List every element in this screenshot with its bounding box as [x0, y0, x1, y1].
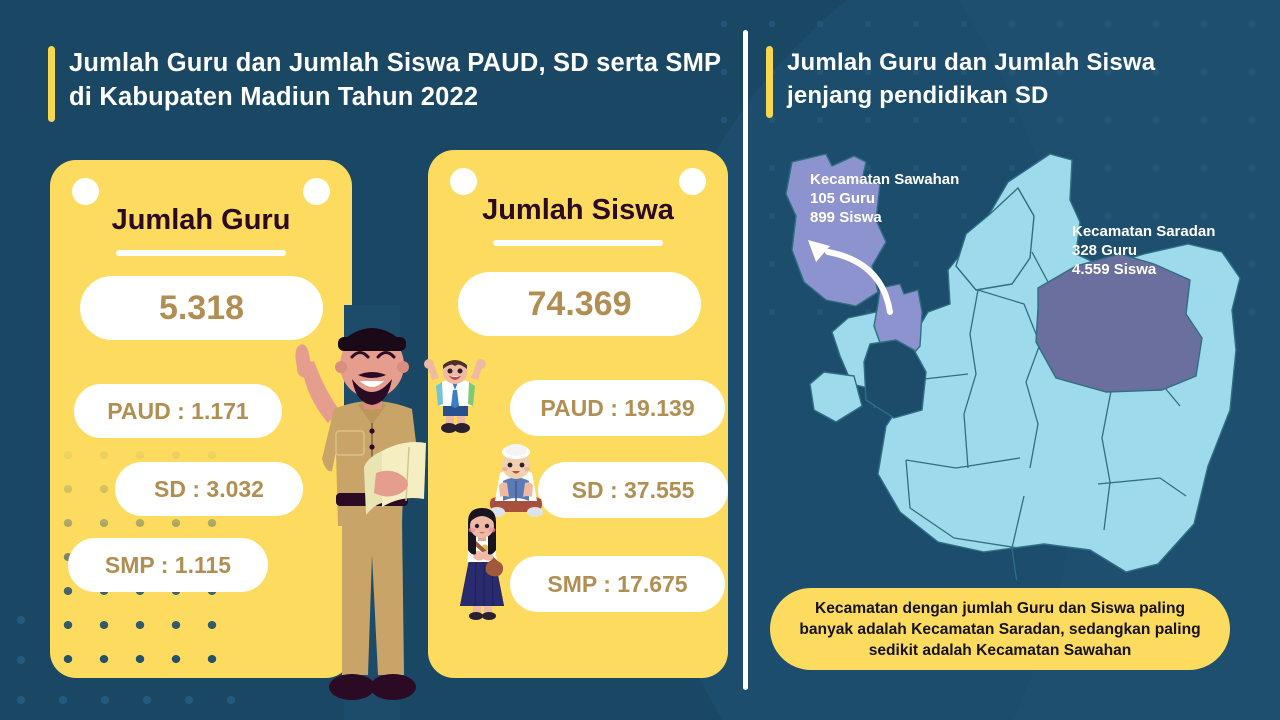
map-label-saradan-teachers: 328 Guru: [1072, 242, 1138, 260]
map-pointer-arrow: [808, 240, 893, 315]
siswa-paud-value: PAUD : 19.139: [510, 380, 725, 436]
siswa-sd-value: SD : 37.555: [538, 462, 728, 518]
map-caption-box: Kecamatan dengan jumlah Guru dan Siswa p…: [770, 588, 1230, 670]
card-heading-underline: [493, 240, 663, 246]
paud-student-illustration: [424, 359, 486, 433]
map-region-west-lower: [809, 371, 863, 423]
card-punch-hole-left: [450, 168, 477, 195]
map-region-saradan: [1035, 253, 1203, 393]
map-region-northwest: [955, 187, 1035, 291]
kabupaten-madiun-map: [785, 153, 1241, 580]
guru-paud-value: PAUD : 1.171: [74, 384, 282, 438]
map-label-sawahan-teachers: 105 Guru: [810, 190, 876, 208]
left-panel-title-text: Jumlah Guru dan Jumlah Siswa PAUD, SD se…: [69, 49, 721, 111]
map-region-dark-patch: [863, 339, 927, 419]
map-label-sawahan: Kecamatan Sawahan 105 Guru 899 Siswa: [810, 170, 959, 228]
siswa-smp-value: SMP : 17.675: [510, 556, 725, 612]
map-label-sawahan-district: Kecamatan Sawahan: [810, 171, 960, 188]
card-heading-siswa: Jumlah Siswa: [482, 194, 674, 226]
map-label-sawahan-students: 899 Siswa: [810, 209, 882, 227]
stat-card-guru: Jumlah Guru 5.318 PAUD : 1.171 SD : 3.03…: [50, 160, 352, 678]
card-heading-underline: [116, 250, 286, 256]
guru-smp-value: SMP : 1.115: [68, 538, 268, 592]
card-heading-guru: Jumlah Guru: [111, 204, 291, 236]
card-punch-hole-right: [303, 178, 330, 205]
left-panel-title: Jumlah Guru dan Jumlah Siswa PAUD, SD se…: [48, 46, 738, 122]
guru-sd-value: SD : 3.032: [115, 462, 303, 516]
teacher-illustration: [295, 305, 426, 720]
card-punch-hole-right: [679, 168, 706, 195]
title-accent-bar: [48, 46, 55, 122]
map-label-saradan-district: Kecamatan Saradan: [1072, 223, 1216, 240]
card-punch-hole-left: [72, 178, 99, 205]
right-panel-title-text: Jumlah Guru dan Jumlah Siswa jenjang pen…: [787, 49, 1156, 109]
siswa-total-value: 74.369: [458, 272, 701, 336]
smp-student-illustration: [460, 508, 504, 620]
sd-student-illustration: [489, 444, 543, 517]
panel-divider: [743, 30, 748, 690]
right-panel-title: Jumlah Guru dan Jumlah Siswa jenjang pen…: [766, 46, 1246, 118]
map-label-saradan: Kecamatan Saradan 328 Guru 4.559 Siswa: [1072, 222, 1215, 280]
map-caption-text: Kecamatan dengan jumlah Guru dan Siswa p…: [799, 599, 1201, 659]
guru-total-value: 5.318: [80, 276, 323, 340]
stat-card-siswa: Jumlah Siswa 74.369 PAUD : 19.139 SD : 3…: [428, 150, 728, 678]
map-label-saradan-students: 4.559 Siswa: [1072, 261, 1157, 279]
title-accent-bar: [766, 46, 773, 118]
